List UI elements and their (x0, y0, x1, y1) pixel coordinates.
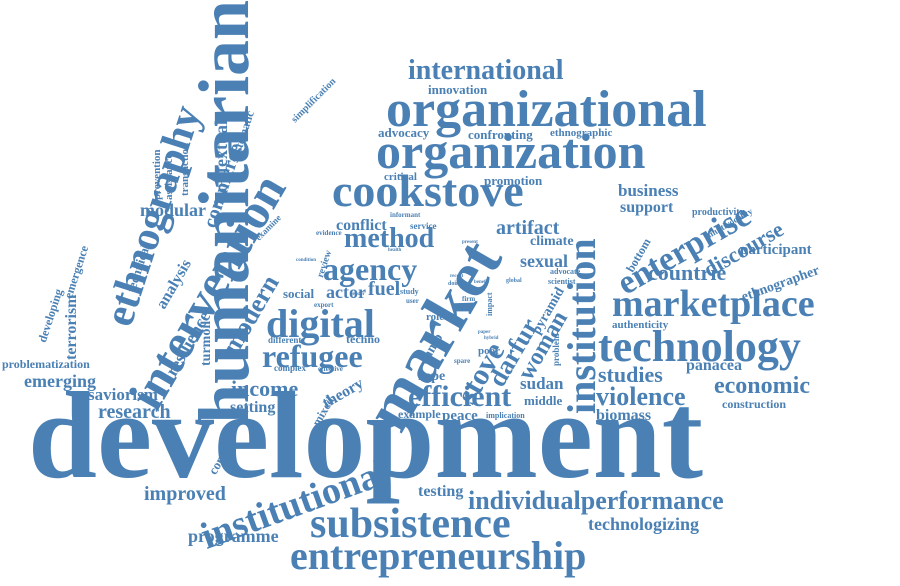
word-problem: problem (551, 333, 561, 366)
word-promotion: promotion (484, 173, 543, 188)
word-emergence: emergence (61, 243, 92, 301)
word-firm: firm (462, 295, 476, 303)
word-research: research (98, 401, 171, 423)
word-conflict: conflict (336, 217, 387, 234)
word-simplification: simplification (289, 76, 339, 126)
word-implication: implication (486, 411, 525, 420)
word-study: study (400, 287, 419, 296)
word-testing: testing (418, 483, 464, 500)
word-transaction: transaction (179, 142, 191, 196)
word-technologizing: technologizing (588, 514, 699, 534)
word-prevention: prevention (151, 149, 163, 200)
word-actor: actor (326, 282, 366, 302)
word-ethnographic: ethnographic (550, 127, 613, 139)
word-countrie: countrie (648, 260, 727, 285)
word-economic: economic (714, 373, 810, 399)
word-business: business (618, 181, 679, 200)
word-construction: construction (722, 397, 786, 411)
word-international: international (408, 55, 564, 86)
word-marketplace: marketplace (612, 283, 815, 325)
word-subsistence: subsistence (310, 501, 511, 547)
word-biomass: biomass (596, 407, 652, 424)
word-poor: poor (478, 345, 500, 357)
word-support: support (620, 199, 674, 216)
word-scientist: scientist (548, 277, 576, 286)
word-export: export (314, 301, 334, 309)
word-agency: agency (323, 251, 418, 287)
word-middle: middle (524, 393, 563, 408)
word-saviorism: saviorism (88, 385, 158, 404)
word-advocacy: advocacy (378, 125, 430, 140)
word-individualperformance: individualperformance (468, 486, 724, 515)
word-turmoil: turmoil (199, 320, 214, 366)
word-method: method (344, 223, 435, 254)
word-sudan: sudan (520, 374, 564, 393)
word-assistance: assistance (163, 153, 175, 200)
word-problematization: problematization (2, 357, 90, 371)
word-impact: impact (485, 292, 494, 316)
word-sexual: sexual (520, 251, 569, 271)
word-gender: gender (350, 292, 365, 297)
word-condition: condition (296, 258, 317, 263)
word-effective: effective (318, 365, 343, 373)
word-confronting: confronting (468, 127, 533, 142)
word-service: service (410, 221, 437, 231)
word-paper: paper (478, 330, 491, 335)
word-terrorism: terrorism (63, 294, 80, 360)
word-fuel: fuel (368, 278, 401, 300)
word-organization: organization (376, 123, 646, 179)
word-climate: climate (530, 234, 574, 249)
word-example: example (398, 407, 441, 421)
word-developing: developing (35, 287, 66, 345)
word-studies: studies (598, 362, 663, 387)
word-rape: rape (418, 369, 446, 384)
word-critical: critical (384, 171, 417, 183)
word-modular: modular (140, 200, 207, 220)
word-authenticity: authenticity (612, 319, 669, 331)
word-hybrid: hybrid (484, 336, 499, 341)
word-refugee: refugee (262, 338, 363, 374)
word-artifact: artifact (496, 217, 560, 239)
word-health: health (388, 248, 402, 253)
word-recent: recent (450, 274, 464, 279)
word-panacea: panacea (686, 357, 742, 374)
word-entrepreneurship: entrepreneurship (290, 533, 587, 578)
word-emerging: emerging (24, 371, 96, 391)
word-informant: informant (390, 211, 421, 219)
word-different: different (268, 335, 302, 345)
word-peace: peace (442, 408, 478, 424)
word-income: income (231, 376, 299, 401)
word-evidence: evidence (316, 229, 342, 237)
word-organizational: organizational (386, 81, 707, 138)
word-efficient: efficient (408, 380, 512, 413)
word-social: social (283, 286, 315, 301)
word-programme: programme (188, 526, 279, 546)
word-digital: digital (266, 301, 375, 346)
word-global: global (506, 278, 522, 284)
word-violence: violence (596, 382, 686, 411)
word-technology: technology (598, 322, 801, 371)
word-cookstove: cookstove (332, 165, 524, 216)
word-present: present (462, 240, 478, 245)
word-spare: spare (454, 357, 471, 365)
word-role: role (426, 311, 445, 323)
word-user: user (406, 297, 419, 305)
word-productivity: productivity (692, 207, 745, 218)
word-setting: setting (230, 399, 276, 416)
word-benefit: benefit (474, 280, 489, 285)
word-development: development (28, 367, 704, 504)
word-participant: participant (740, 242, 812, 258)
word-advocate: advocate (550, 267, 581, 276)
word-techno: techno (346, 332, 380, 346)
word-doing: doing (448, 281, 463, 287)
word-innovation: innovation (428, 82, 488, 97)
word-improved: improved (144, 483, 226, 505)
word-complex: complex (274, 363, 306, 373)
